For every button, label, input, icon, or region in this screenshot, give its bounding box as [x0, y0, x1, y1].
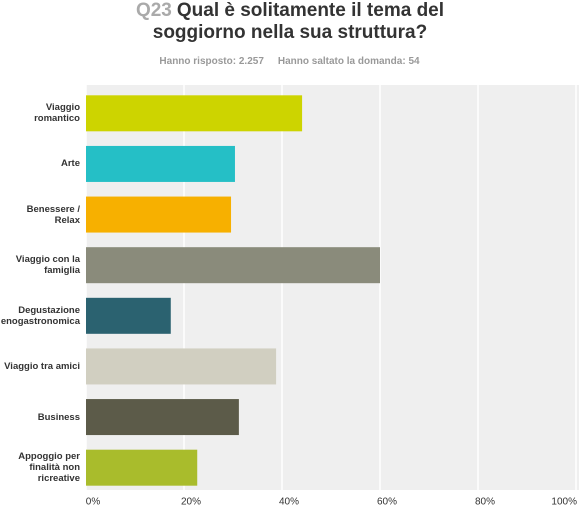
bar: [86, 449, 198, 486]
skipped: Hanno saltato la domanda: 54: [277, 56, 420, 67]
bar: [86, 145, 235, 182]
bar: [86, 95, 303, 132]
x-tick-label: 40%: [279, 497, 299, 508]
x-tick-label: 0%: [86, 497, 101, 508]
chart-title-block: Q23 Qual è solitamente il tema del soggio…: [110, 0, 470, 44]
category-label: Appoggio per finalità non ricreative: [18, 451, 80, 485]
x-tick-label: 60%: [377, 497, 397, 508]
x-tick-label: 20%: [181, 497, 201, 508]
answered: Hanno risposto: 2.257: [159, 56, 264, 67]
chart-title: Qual è solitamente il tema del soggiorno…: [152, 0, 445, 43]
bar: [86, 297, 171, 334]
category-label: Viaggio tra amici: [4, 360, 80, 372]
bar: [86, 196, 232, 233]
bar: [86, 348, 277, 385]
question-number: Q23: [135, 0, 172, 21]
category-label: Degustazione enogastronomica: [0, 304, 80, 327]
category-label: Business: [37, 411, 80, 423]
subtitle: Hanno risposto: 2.257 Hanno saltato la do…: [0, 56, 579, 67]
bar: [86, 247, 380, 284]
category-label: Viaggio con la famiglia: [15, 254, 80, 277]
bar: [86, 399, 239, 436]
x-tick-label: 80%: [475, 497, 495, 508]
x-tick-label: 100%: [551, 497, 577, 508]
category-label: Benessere / Relax: [26, 203, 80, 226]
category-label: Viaggio romantico: [34, 102, 80, 125]
category-label: Arte: [60, 158, 80, 170]
